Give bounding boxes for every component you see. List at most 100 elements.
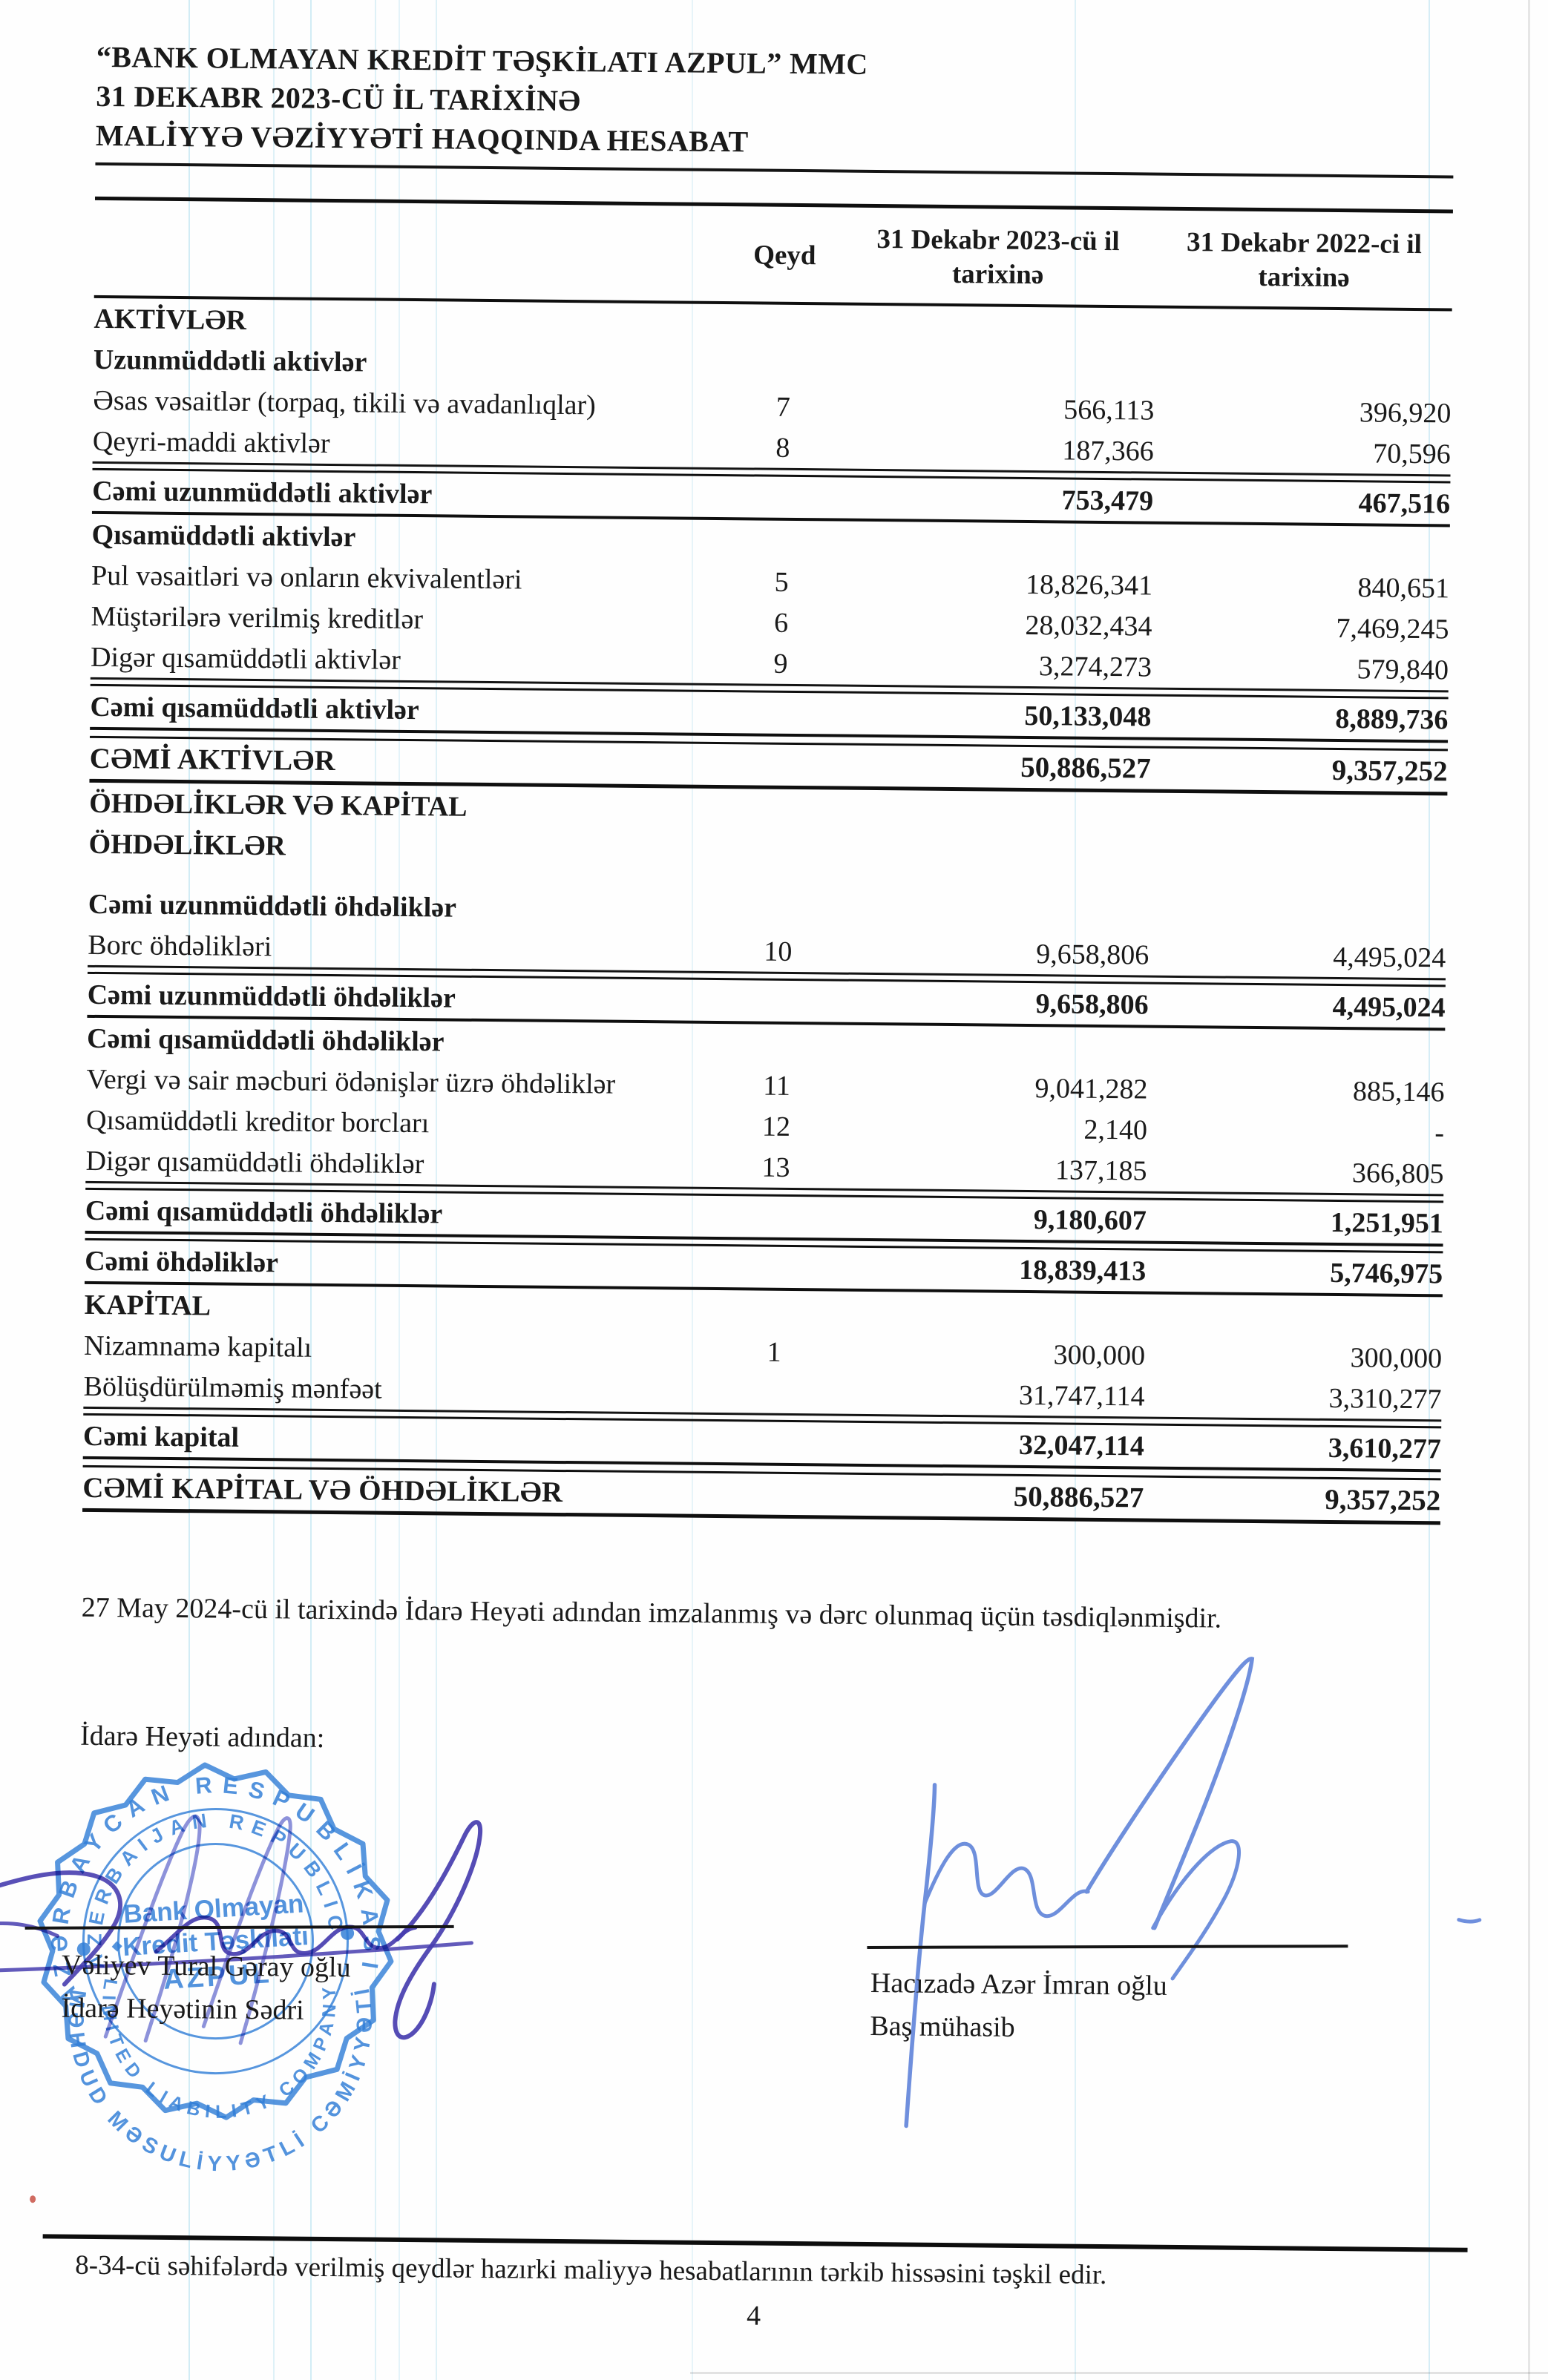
row-label: Vergi və sair məcburi ödənişlər üzrə öhd… <box>86 1063 616 1100</box>
row-label: Cəmi uzunmüddətli öhdəliklər <box>88 888 457 924</box>
row-note-number <box>719 1252 830 1283</box>
row-value-2023 <box>834 837 1149 870</box>
row-label: Qısamüddətli kreditor borcları <box>85 1104 430 1140</box>
row-value-2022 <box>1155 315 1452 347</box>
row-label: Cəmi öhdəliklər <box>85 1245 279 1279</box>
row-value-2022: 3,310,277 <box>1328 1382 1442 1416</box>
row-note-number <box>728 351 839 381</box>
row-value-2023: 3,274,273 <box>1038 651 1152 683</box>
row-value-2022: 3,610,277 <box>1328 1432 1442 1465</box>
row-label: Cəmi kapital <box>82 1420 240 1453</box>
row-label: Digər qısamüddətli aktivlər <box>90 641 401 676</box>
scan-edge-artifact <box>690 2372 1548 2374</box>
row-note-number <box>727 482 838 513</box>
table-row: Cəmi kapital 32,047,114 3,610,277 <box>82 1413 1442 1473</box>
row-note-number <box>724 750 836 780</box>
row-value-2023 <box>835 796 1150 829</box>
chairman-block: Vəliyev Tural Gəray oğlu İdarə Heyətinin… <box>61 1944 351 2033</box>
row-label: ÖHDƏLİKLƏR VƏ KAPİTAL <box>88 787 468 823</box>
row-label: Qeyri-maddi aktivlər <box>92 425 330 459</box>
row-label: Əsas vəsaitlər (torpaq, tikili və avadan… <box>93 384 597 421</box>
row-value-2023: 2,140 <box>1083 1114 1148 1146</box>
row-value-2023: 31,747,114 <box>1018 1379 1145 1413</box>
row-value-2023 <box>830 1297 1145 1329</box>
accountant-block: Hacızadə Azər İmran oğlu Baş mühasib <box>870 1962 1167 2051</box>
row-note-number <box>723 835 834 866</box>
table-header-row: Qeyd 31 Dekabr 2023-cü il tarixinə 31 De… <box>94 196 1453 312</box>
ink-speck <box>30 2195 36 2203</box>
row-value-2022 <box>1149 840 1446 872</box>
row-value-2022 <box>1148 1034 1445 1067</box>
row-value-2022: 9,357,252 <box>1331 754 1448 788</box>
row-label: CƏMİ AKTİVLƏR <box>89 742 336 778</box>
accountant-name: Hacızadə Azər İmran oğlu <box>870 1968 1168 2002</box>
row-label: KAPİTAL <box>84 1289 211 1322</box>
row-value-2022: 70,596 <box>1373 438 1451 470</box>
row-value-2023 <box>837 527 1152 560</box>
row-value-2022: 8,889,736 <box>1335 703 1449 736</box>
row-label: Qısamüddətli aktivlər <box>91 519 356 553</box>
row-value-2023: 566,113 <box>1063 394 1155 427</box>
balance-sheet-table: Qeyd 31 Dekabr 2023-cü il tarixinə 31 De… <box>82 196 1453 1525</box>
row-note-number <box>726 526 837 556</box>
row-value-2023: 18,826,341 <box>1025 568 1153 602</box>
column-header-2023: 31 Dekabr 2023-cü il tarixinə <box>876 224 1120 291</box>
stamp-left-dot <box>76 1942 91 1956</box>
row-label: Borc öhdəlikləri <box>88 929 272 963</box>
column-header-label <box>94 249 729 255</box>
row-note-number <box>718 1296 830 1327</box>
row-note-number <box>724 795 835 825</box>
page-footer: 8-34-cü səhifələrdə verilmiş qeydlər haz… <box>42 2234 1468 2339</box>
row-note-number: 12 <box>761 1111 791 1143</box>
row-label: Cəmi qısamüddətli öhdəliklər <box>85 1194 443 1230</box>
row-label: Digər qısamüddətli öhdəliklər <box>85 1145 424 1180</box>
stamp-scalloped-border <box>37 1762 394 2120</box>
row-value-2023: 187,366 <box>1062 435 1155 467</box>
row-value-2022: 840,651 <box>1357 572 1450 605</box>
approval-note: 27 May 2024-cü il tarixində İdarə Heyəti… <box>81 1591 1222 1634</box>
row-note-number <box>724 698 836 729</box>
row-value-2022: 4,495,024 <box>1332 990 1446 1024</box>
row-value-2023: 50,886,527 <box>1020 751 1151 785</box>
row-note-number: 11 <box>763 1070 791 1102</box>
report-header: “BANK OLMAYAN KREDİT TƏŞKİLATI AZPUL” MM… <box>95 37 1454 179</box>
row-value-2022: - <box>1434 1117 1445 1149</box>
row-note-number: 8 <box>775 432 790 464</box>
table-body: AKTİVLƏR Uzunmüddətli aktivlər Əsas vəsait… <box>82 298 1452 1525</box>
chairman-signature <box>0 1814 483 2045</box>
row-value-2022: 9,357,252 <box>1325 1483 1441 1517</box>
page-number: 4 <box>746 2300 761 2332</box>
row-label: Cəmi qısamüddətli aktivlər <box>90 691 419 726</box>
row-value-2022: 7,469,245 <box>1336 612 1449 645</box>
table-row: Cəmi qısamüddətli aktivlər 50,133,048 8,88… <box>90 683 1449 743</box>
row-label: AKTİVLƏR <box>94 303 247 336</box>
row-label: Cəmi qısamüddətli öhdəliklər <box>86 1022 445 1058</box>
row-value-2023: 9,658,806 <box>1035 988 1149 1021</box>
row-value-2023: 9,180,607 <box>1033 1204 1147 1237</box>
row-label: Müştərilərə verilmiş kreditlər <box>91 600 424 636</box>
row-note-number <box>721 986 833 1016</box>
row-note-number <box>721 1030 833 1060</box>
chairman-title: İdarə Heyətinin Sədri <box>61 1992 304 2026</box>
row-note-number <box>717 1479 828 1510</box>
row-value-2022: 467,516 <box>1358 487 1451 520</box>
table-row: CƏMİ KAPİTAL VƏ ÖHDƏLİKLƏR 50,886,527 9,35… <box>82 1465 1441 1525</box>
row-label: Cəmi uzunmüddətli öhdəliklər <box>87 979 456 1014</box>
row-note-number <box>723 895 834 926</box>
row-value-2023: 300,000 <box>1053 1339 1146 1372</box>
column-header-2022: 31 Dekabr 2022-ci il tarixinə <box>1186 227 1423 294</box>
row-value-2023: 18,839,413 <box>1018 1254 1147 1287</box>
row-label: Bölüşdürülməmiş mənfəət <box>83 1370 382 1405</box>
row-value-2023: 137,185 <box>1055 1154 1147 1187</box>
row-value-2022: 579,840 <box>1357 654 1449 686</box>
row-value-2023: 32,047,114 <box>1018 1429 1145 1462</box>
row-value-2022: 5,746,975 <box>1329 1257 1443 1290</box>
row-note-number: 13 <box>761 1151 790 1183</box>
accountant-signature <box>904 1657 1482 2128</box>
row-note-number: 9 <box>773 648 788 680</box>
row-label: Pul vəsaitləri və onların ekvivalentləri <box>91 559 522 596</box>
row-value-2023 <box>839 312 1155 344</box>
row-label: Cəmi uzunmüddətli aktivlər <box>92 475 433 510</box>
row-value-2023 <box>839 352 1155 385</box>
